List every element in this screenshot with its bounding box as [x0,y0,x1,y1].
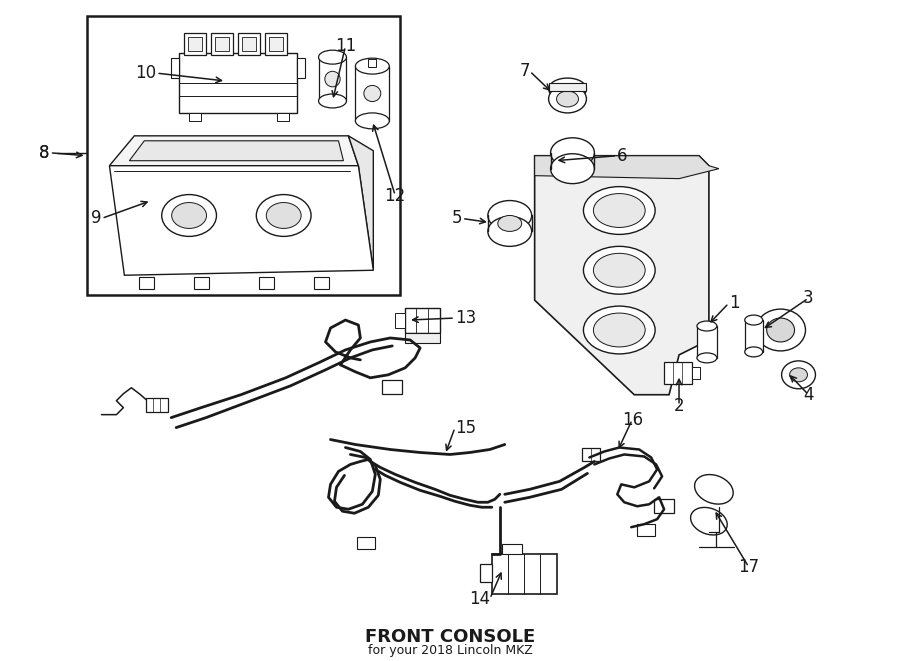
Bar [215,37,229,51]
Text: 2: 2 [674,397,684,414]
Bar [395,313,405,328]
Bar [582,447,600,461]
Text: for your 2018 Lincoln MKZ: for your 2018 Lincoln MKZ [367,644,533,657]
Ellipse shape [488,217,532,247]
Bar [549,83,587,91]
Text: 8: 8 [40,143,50,162]
Ellipse shape [488,200,532,231]
Ellipse shape [556,91,579,107]
Text: 1: 1 [729,294,740,312]
Ellipse shape [593,194,645,227]
Ellipse shape [325,71,340,87]
Bar [356,66,390,121]
Ellipse shape [781,361,815,389]
Ellipse shape [583,306,655,354]
Ellipse shape [583,247,655,294]
Bar [491,554,556,594]
Polygon shape [535,156,719,178]
Text: 5: 5 [452,210,462,227]
Text: 16: 16 [622,410,643,428]
Text: 9: 9 [91,210,102,227]
Bar [697,326,717,358]
Text: 7: 7 [519,62,530,80]
Bar [259,277,274,289]
Text: 17: 17 [738,558,760,576]
Bar [188,37,202,51]
Bar [184,33,206,55]
Ellipse shape [162,194,217,237]
Text: 10: 10 [135,64,157,82]
Bar [265,33,287,55]
Bar [357,537,375,549]
Bar [86,17,400,295]
Ellipse shape [551,137,594,168]
Bar [238,33,260,55]
Ellipse shape [319,50,346,64]
Bar [692,367,700,379]
Text: 8: 8 [40,143,50,162]
Text: FRONT CONSOLE: FRONT CONSOLE [364,628,536,646]
Bar [480,564,491,582]
Ellipse shape [789,368,807,382]
Bar [405,308,440,333]
Bar [382,380,402,394]
Ellipse shape [697,353,717,363]
Bar [269,37,283,51]
Ellipse shape [266,202,302,229]
Bar [405,333,440,343]
Polygon shape [110,136,358,166]
Ellipse shape [549,85,587,113]
Bar [745,320,762,352]
Ellipse shape [695,475,734,504]
Polygon shape [535,156,709,395]
Ellipse shape [593,313,645,347]
Bar [276,113,289,121]
Ellipse shape [593,253,645,287]
Ellipse shape [356,113,390,129]
Ellipse shape [256,194,311,237]
Text: 13: 13 [455,309,476,327]
Bar [171,58,179,78]
Text: 11: 11 [335,37,356,56]
Bar [313,277,328,289]
Ellipse shape [745,347,762,357]
Ellipse shape [172,202,206,229]
Bar [140,277,154,289]
Ellipse shape [745,315,762,325]
Polygon shape [130,141,344,161]
Bar [211,33,233,55]
Bar [502,544,522,554]
Bar [654,499,674,513]
Bar [189,113,201,121]
Polygon shape [110,166,374,275]
Bar [664,362,692,384]
Bar [319,57,346,101]
Text: 6: 6 [617,147,628,165]
Text: 15: 15 [455,418,476,436]
Bar [147,398,168,412]
Text: 14: 14 [469,590,490,608]
Ellipse shape [767,318,795,342]
Ellipse shape [697,321,717,331]
Text: 12: 12 [384,186,406,204]
Ellipse shape [364,85,381,102]
Ellipse shape [356,58,390,74]
Bar [194,277,209,289]
Bar [297,58,304,78]
Bar [637,524,655,536]
Bar [179,53,297,113]
Bar [368,59,376,67]
Ellipse shape [583,186,655,235]
Ellipse shape [549,78,587,100]
Ellipse shape [690,508,727,535]
Ellipse shape [498,215,522,231]
Text: 4: 4 [803,386,814,404]
Ellipse shape [551,154,594,184]
Text: 3: 3 [803,289,814,307]
Polygon shape [348,136,374,270]
Bar [242,37,256,51]
Ellipse shape [319,94,346,108]
Ellipse shape [756,309,806,351]
